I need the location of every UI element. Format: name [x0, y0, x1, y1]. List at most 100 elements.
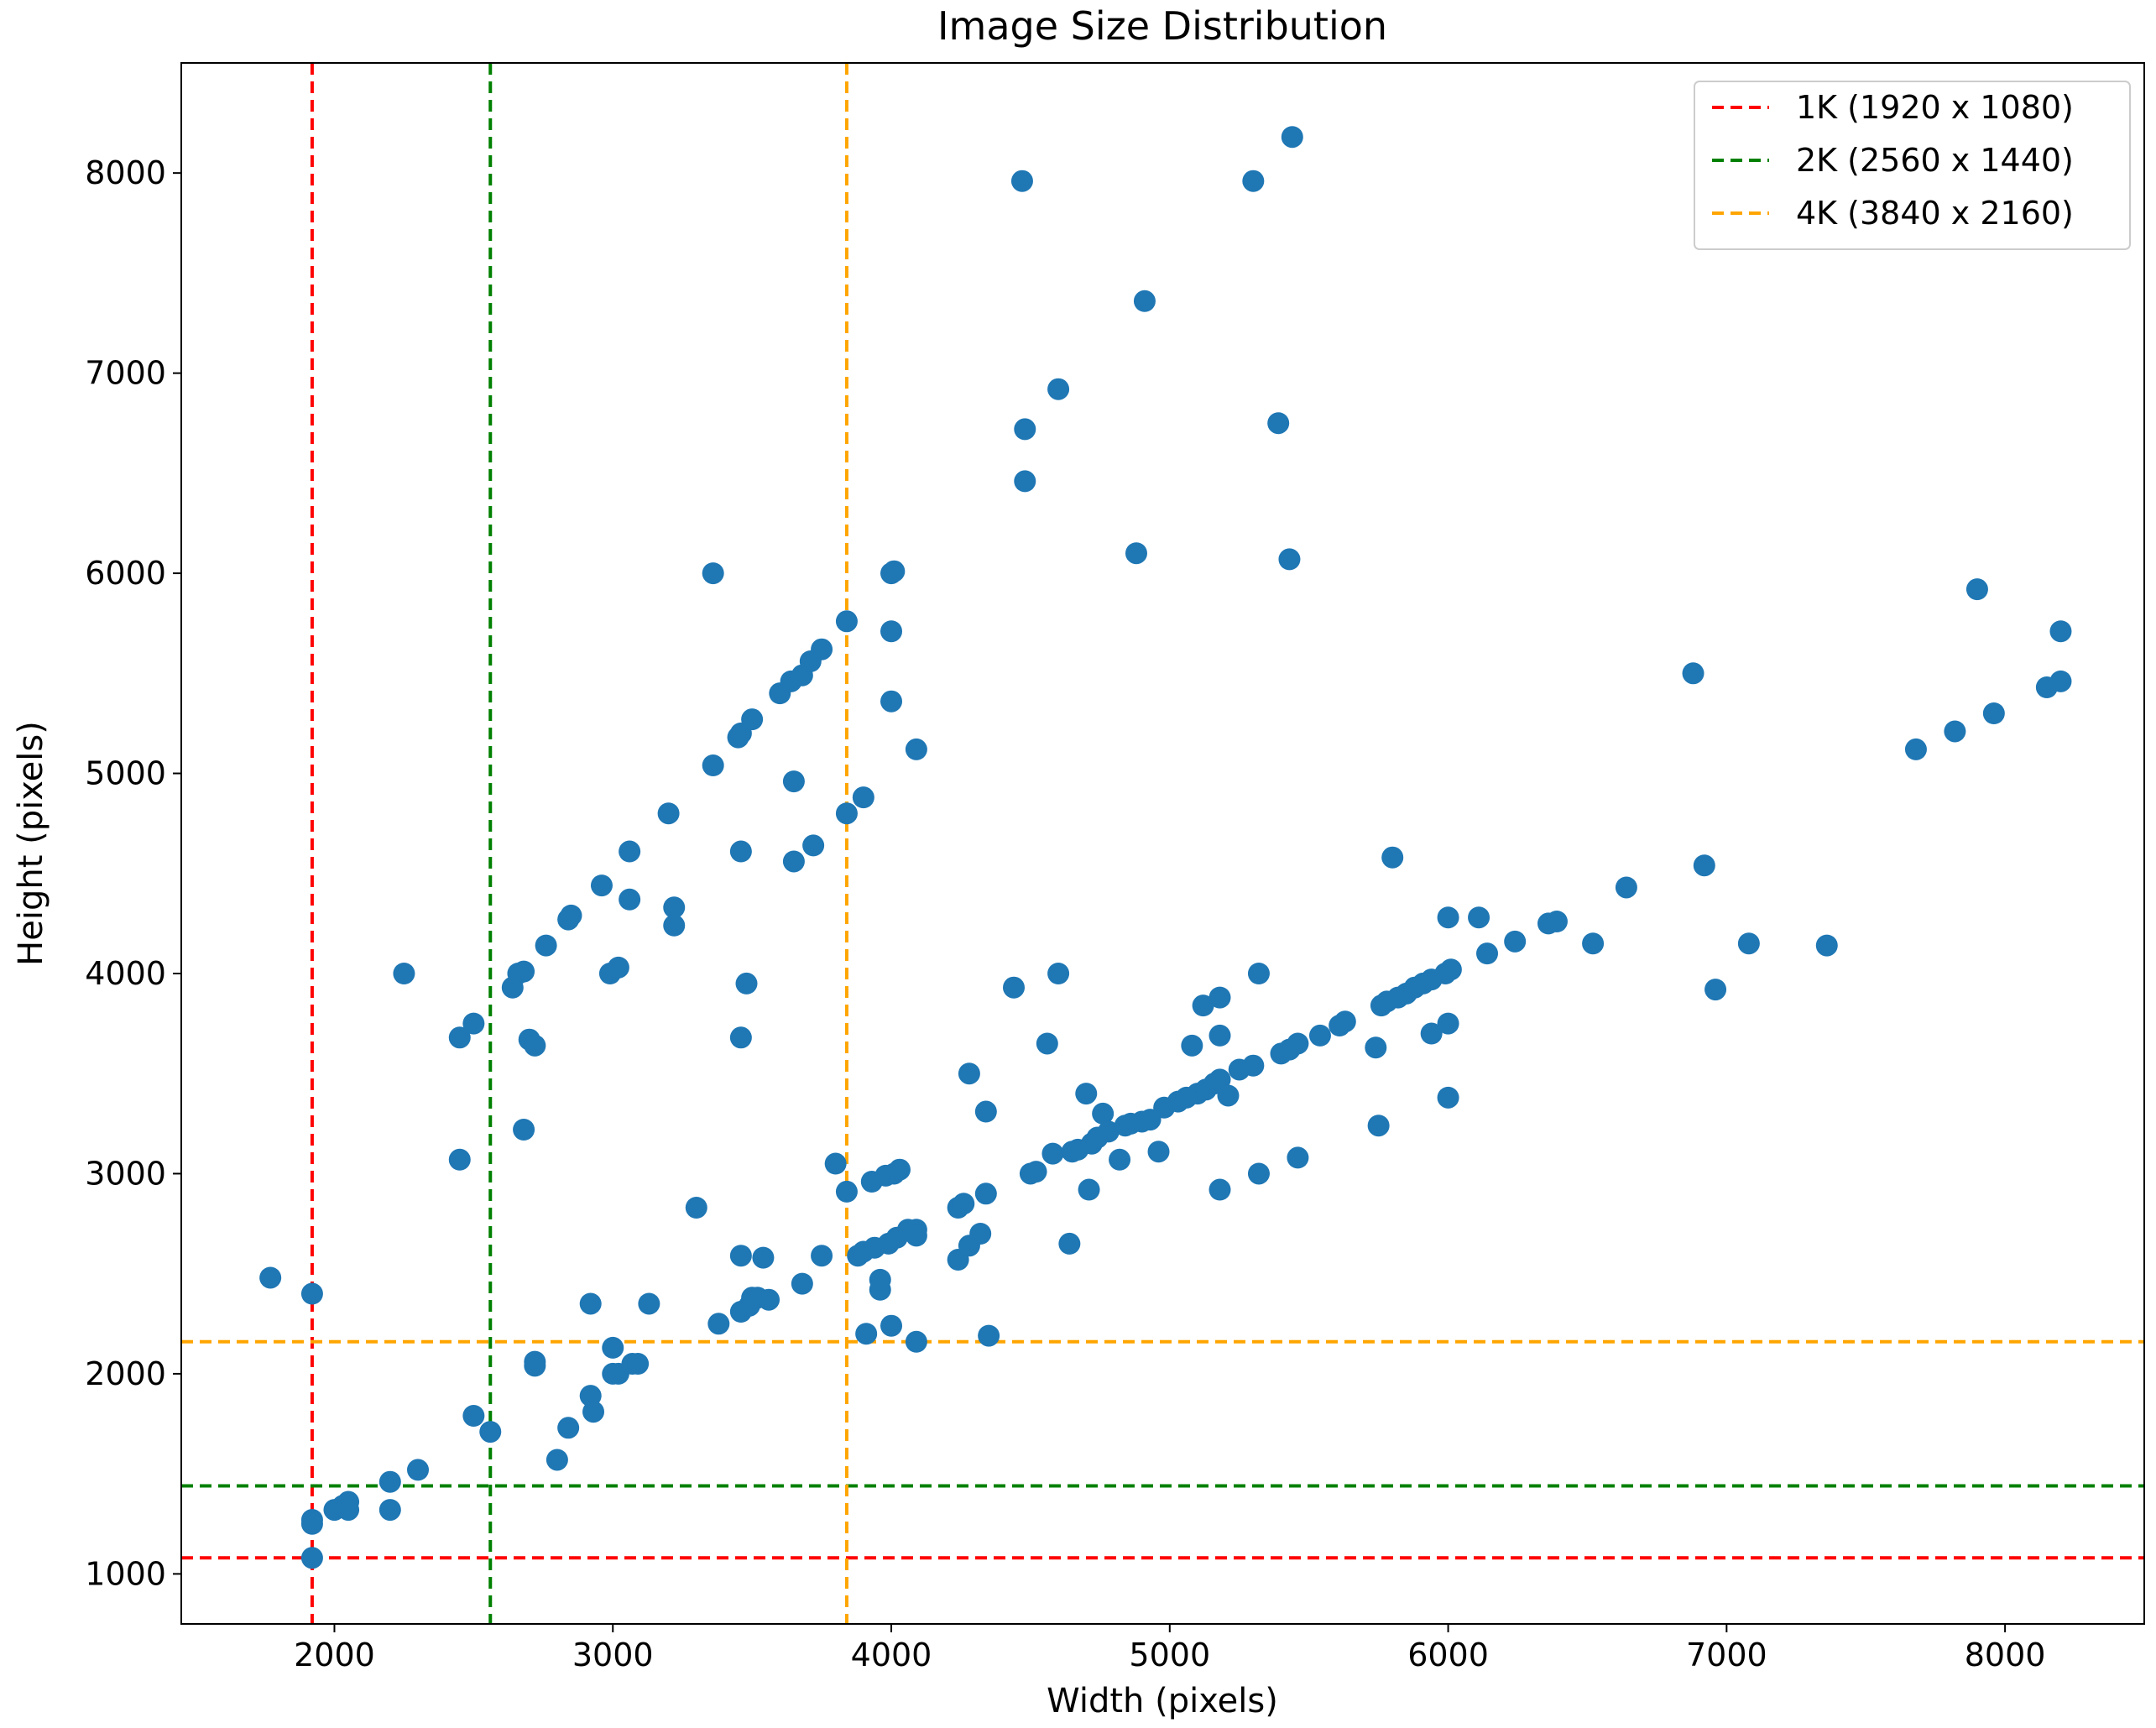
data-point	[782, 850, 805, 873]
data-point	[546, 1449, 568, 1471]
data-point	[958, 1062, 980, 1085]
data-point	[888, 1158, 911, 1181]
data-point	[802, 834, 825, 857]
data-point	[752, 1246, 775, 1269]
data-point	[448, 1026, 471, 1049]
chart-title: Image Size Distribution	[937, 3, 1387, 49]
data-point	[663, 896, 686, 919]
data-point	[1965, 578, 1988, 601]
data-point	[782, 770, 805, 793]
legend-label: 4K (3840 x 2160)	[1796, 195, 2074, 232]
data-point	[1242, 1054, 1265, 1077]
x-axis-ticks: 2000 3000 4000 5000 6000 7000 8000	[294, 1624, 2045, 1673]
data-point	[978, 1324, 1000, 1347]
data-point	[1217, 1084, 1240, 1107]
data-point	[1125, 542, 1147, 565]
y-tick-label: 1000	[85, 1555, 166, 1592]
data-point	[602, 1336, 624, 1359]
data-point	[1181, 1034, 1203, 1057]
data-point	[627, 1353, 650, 1375]
data-point	[1682, 662, 1704, 685]
data-point	[791, 1272, 813, 1295]
data-point	[741, 708, 764, 731]
data-point	[337, 1499, 360, 1522]
data-point	[1420, 1022, 1443, 1045]
legend-label: 2K (2560 x 1440)	[1796, 142, 2074, 179]
data-point	[824, 1152, 847, 1175]
data-point	[1047, 963, 1070, 984]
data-point	[1036, 1032, 1058, 1055]
x-tick-label: 4000	[851, 1637, 932, 1673]
data-point	[1041, 1142, 1064, 1165]
reference-lines	[181, 63, 2144, 1624]
data-point	[1192, 995, 1214, 1017]
data-point	[448, 1148, 471, 1171]
data-point	[1267, 412, 1290, 435]
data-point	[702, 562, 724, 585]
data-point	[835, 1180, 858, 1203]
x-tick-label: 6000	[1407, 1637, 1489, 1673]
y-tick-label: 6000	[85, 555, 166, 592]
data-point	[1437, 1086, 1459, 1109]
data-point	[702, 754, 724, 776]
data-point	[1014, 470, 1036, 493]
data-point	[1693, 854, 1715, 877]
data-point	[462, 1012, 485, 1035]
legend-frame	[1694, 81, 2131, 250]
data-point	[1247, 963, 1270, 984]
data-point	[974, 1182, 997, 1205]
data-point	[1209, 1178, 1231, 1201]
data-point	[663, 914, 686, 937]
data-point	[905, 1330, 927, 1353]
y-axis-ticks: 1000 2000 3000 4000 5000 6000 7000 8000	[85, 154, 181, 1592]
data-point	[1367, 1115, 1390, 1137]
data-point	[1504, 930, 1527, 953]
x-tick-label: 3000	[572, 1637, 654, 1673]
x-tick-label: 5000	[1129, 1637, 1210, 1673]
data-point	[462, 1405, 485, 1427]
data-point	[524, 1034, 546, 1057]
data-point	[974, 1100, 997, 1123]
data-point	[1944, 720, 1966, 743]
data-point	[953, 1193, 975, 1215]
data-point	[1014, 418, 1036, 441]
data-point	[1078, 1178, 1100, 1201]
data-point	[1468, 906, 1490, 929]
data-point	[300, 1547, 323, 1569]
data-point	[811, 1245, 833, 1267]
data-point	[607, 956, 629, 979]
data-point	[1133, 290, 1156, 312]
y-tick-label: 8000	[85, 154, 166, 191]
data-point	[1381, 846, 1404, 869]
data-point	[835, 610, 858, 633]
data-points	[259, 126, 2072, 1569]
data-point	[407, 1459, 430, 1481]
data-point	[378, 1470, 401, 1493]
data-point	[729, 1245, 752, 1267]
y-axis-title: Height (pixels)	[12, 721, 50, 966]
data-point	[2049, 620, 2072, 643]
data-point	[1147, 1141, 1170, 1163]
data-point	[869, 1268, 891, 1291]
data-point	[479, 1421, 502, 1443]
data-point	[880, 690, 903, 713]
data-point	[1281, 126, 1303, 149]
data-point	[1209, 1068, 1231, 1091]
data-point	[1334, 1010, 1356, 1033]
data-point	[1437, 1012, 1459, 1035]
data-point	[1092, 1102, 1115, 1125]
data-point	[1904, 738, 1927, 760]
x-tick-label: 2000	[294, 1637, 375, 1673]
data-point	[1242, 170, 1265, 192]
data-point	[590, 874, 613, 897]
data-point	[1545, 911, 1568, 932]
data-point	[619, 840, 641, 863]
data-point	[1287, 1146, 1309, 1169]
data-point	[880, 1314, 903, 1337]
data-point	[638, 1292, 660, 1315]
data-point	[729, 1026, 752, 1049]
data-point	[259, 1266, 282, 1289]
data-point	[1365, 1036, 1387, 1059]
data-point	[1582, 932, 1605, 955]
